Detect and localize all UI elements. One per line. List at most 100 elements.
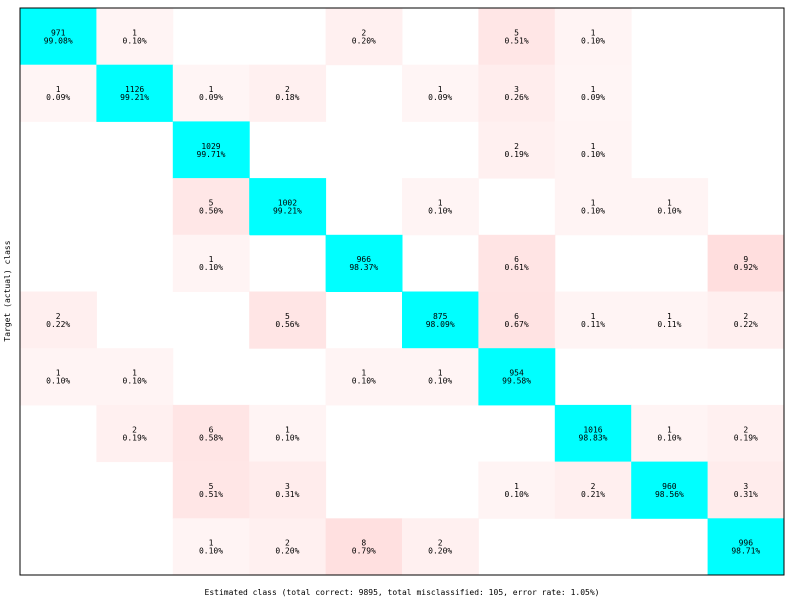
cell-r8-c2 [172, 461, 250, 519]
cell-pct-r1-c1: 99.21% [120, 93, 149, 102]
cell-count-r3-c7: 1 [591, 198, 596, 207]
cell-count-r7-c9: 2 [743, 425, 748, 434]
cell-pct-r5-c3: 0.56% [275, 320, 299, 329]
cell-pct-r6-c0: 0.10% [46, 377, 70, 386]
cell-count-r5-c8: 1 [667, 312, 672, 321]
cell-count-r1-c3: 2 [285, 85, 290, 94]
cell-r7-c8 [631, 404, 709, 463]
cell-count-r9-c4: 8 [361, 539, 366, 548]
cell-r9-c9 [707, 518, 785, 576]
cell-r8-c6 [478, 461, 556, 519]
cell-pct-r5-c8: 0.11% [657, 320, 681, 329]
cell-pct-r2-c6: 0.19% [505, 150, 529, 159]
cell-count-r3-c2: 5 [209, 198, 214, 207]
cell-r8-c3 [249, 461, 327, 519]
cell-pct-r1-c5: 0.09% [428, 93, 452, 102]
cell-pct-r7-c3: 0.10% [275, 433, 299, 442]
cell-pct-r6-c1: 0.10% [123, 377, 147, 386]
cell-pct-r3-c5: 0.10% [428, 206, 452, 215]
cell-pct-r9-c4: 0.79% [352, 547, 376, 556]
cell-count-r6-c1: 1 [132, 369, 137, 378]
cell-pct-r8-c6: 0.10% [505, 490, 529, 499]
cell-r7-c7 [554, 404, 632, 463]
cell-r7-c3 [249, 404, 327, 463]
cell-count-r4-c4: 966 [357, 255, 372, 264]
cell-count-r5-c7: 1 [591, 312, 596, 321]
cell-pct-r8-c7: 0.21% [581, 490, 605, 499]
cell-count-r3-c3: 1002 [278, 198, 297, 207]
cell-pct-r7-c8: 0.10% [657, 433, 681, 442]
cells-layer: 97199.08%10.10%20.20%50.51%10.10%10.09%1… [20, 8, 785, 576]
cell-count-r8-c7: 2 [591, 482, 596, 491]
cell-r5-c0 [20, 291, 97, 349]
cell-r1-c7 [554, 64, 632, 122]
cell-r9-c4 [325, 518, 403, 576]
cell-pct-r4-c9: 0.92% [734, 263, 758, 272]
cell-pct-r6-c6: 99.58% [502, 377, 531, 386]
cell-count-r5-c6: 6 [514, 312, 519, 321]
cell-r2-c7 [554, 121, 632, 179]
cell-r0-c6 [478, 8, 556, 66]
cell-r6-c5 [402, 348, 479, 406]
cell-r1-c3 [249, 64, 327, 122]
cell-pct-r5-c5: 98.09% [426, 320, 455, 329]
cell-r9-c2 [172, 518, 250, 576]
cell-pct-r9-c3: 0.20% [275, 547, 299, 556]
cell-r0-c0 [20, 8, 97, 66]
cell-pct-r2-c7: 0.10% [581, 150, 605, 159]
cell-r3-c3 [249, 178, 327, 236]
cell-r7-c1 [96, 404, 174, 463]
cell-r0-c7 [554, 8, 632, 66]
cell-count-r0-c6: 5 [514, 28, 519, 37]
cell-count-r2-c2: 1029 [201, 142, 220, 151]
cell-count-r1-c2: 1 [209, 85, 214, 94]
cell-count-r5-c3: 5 [285, 312, 290, 321]
cell-r4-c2 [172, 234, 250, 292]
cell-count-r1-c7: 1 [591, 85, 596, 94]
cell-pct-r7-c9: 0.19% [734, 433, 758, 442]
cell-r9-c3 [249, 518, 327, 576]
cell-pct-r8-c8: 98.56% [655, 490, 684, 499]
cell-r3-c5 [402, 178, 479, 236]
cell-count-r9-c3: 2 [285, 539, 290, 548]
cell-r6-c0 [20, 348, 97, 406]
cell-pct-r2-c2: 99.71% [197, 150, 226, 159]
cell-count-r5-c0: 2 [56, 312, 61, 321]
cell-pct-r0-c7: 0.10% [581, 36, 605, 45]
cell-count-r2-c7: 1 [591, 142, 596, 151]
cell-count-r7-c8: 1 [667, 425, 672, 434]
cell-r0-c1 [96, 8, 174, 66]
cell-pct-r7-c2: 0.58% [199, 433, 223, 442]
cell-count-r4-c2: 1 [209, 255, 214, 264]
cell-r7-c9 [707, 404, 785, 463]
cell-count-r8-c8: 960 [662, 482, 677, 491]
cell-r2-c2 [172, 121, 250, 179]
cell-pct-r3-c8: 0.10% [657, 206, 681, 215]
cell-pct-r8-c9: 0.31% [734, 490, 758, 499]
cell-r8-c9 [707, 461, 785, 519]
cell-pct-r1-c7: 0.09% [581, 93, 605, 102]
cell-r1-c1 [96, 64, 174, 122]
cell-pct-r1-c6: 0.26% [505, 93, 529, 102]
cell-pct-r3-c7: 0.10% [581, 206, 605, 215]
cell-pct-r6-c5: 0.10% [428, 377, 452, 386]
cell-pct-r7-c7: 98.83% [579, 433, 608, 442]
cell-pct-r0-c6: 0.51% [505, 36, 529, 45]
plot-border [19, 7, 785, 576]
cell-count-r6-c6: 954 [509, 369, 524, 378]
cell-r8-c8 [631, 461, 709, 519]
cell-pct-r3-c3: 99.21% [273, 206, 302, 215]
cell-count-r4-c6: 6 [514, 255, 519, 264]
x-axis-label: Estimated class (total correct: 9895, to… [205, 588, 600, 597]
cell-r7-c2 [172, 404, 250, 463]
cell-r0-c4 [325, 8, 403, 66]
cell-pct-r0-c1: 0.10% [123, 36, 147, 45]
cell-count-r1-c6: 3 [514, 85, 519, 94]
cell-r5-c7 [554, 291, 632, 349]
cell-count-r0-c4: 2 [361, 28, 366, 37]
cell-pct-r1-c2: 0.09% [199, 93, 223, 102]
cell-pct-r0-c0: 99.08% [44, 36, 73, 45]
cell-count-r1-c0: 1 [56, 85, 61, 94]
cell-r3-c8 [631, 178, 709, 236]
